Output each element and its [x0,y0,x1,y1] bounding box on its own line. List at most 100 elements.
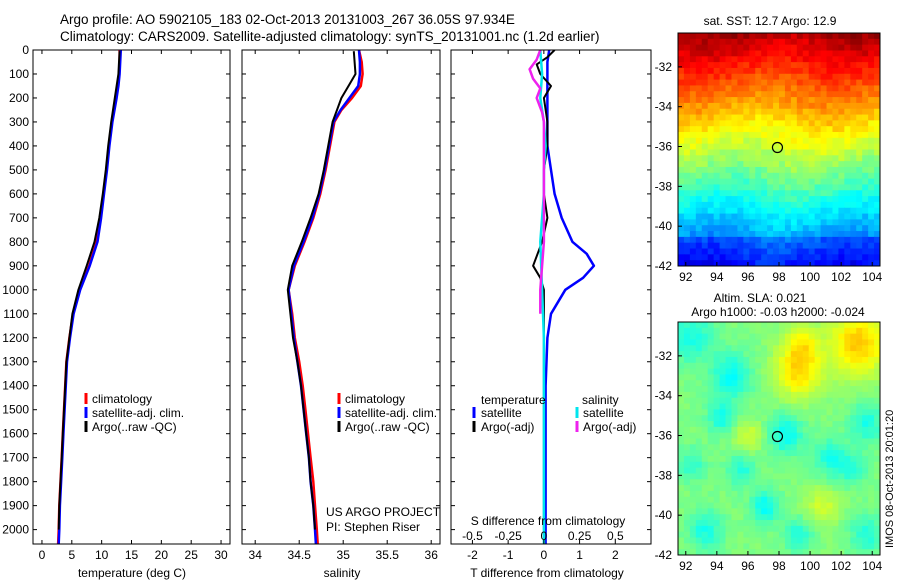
heatmap-cell [707,374,715,381]
heatmap-cell [678,149,685,156]
heatmap-cell [701,225,709,232]
heatmap-cell [784,67,792,75]
heatmap-cell [683,537,691,544]
y-tick-label: -36 [655,140,673,154]
sst-map-panel: sat. SST: 12.7 Argo: 12.9 92 94 96 98 100 102… [655,14,883,284]
heatmap-cell [767,166,774,174]
heatmap-cell [689,33,697,40]
heatmap-cell [719,409,727,416]
heatmap-cell [683,351,691,358]
heatmap-cell [755,444,762,451]
heatmap-cell [749,409,756,416]
heatmap-cell [850,549,857,555]
heatmap-cell [731,339,739,346]
heatmap-cell [695,248,703,255]
heatmap-cell [814,172,822,180]
heatmap-cell [838,201,845,209]
heatmap-cell [862,201,869,209]
heatmap-cell [749,225,756,232]
heatmap-cell [856,543,863,550]
heatmap-cell [868,508,875,515]
heatmap-cell [743,444,750,451]
heatmap-cell [725,91,733,98]
heatmap-cell [868,450,875,457]
heatmap-cell [838,473,845,480]
heatmap-cell [773,172,780,180]
heatmap-cell [802,102,810,110]
heatmap-cell [862,537,869,544]
heatmap-cell [689,91,697,98]
heatmap-cell [737,444,744,451]
heatmap-cell [719,467,727,475]
heatmap-cell [743,415,750,422]
heatmap-cell [725,85,733,92]
s-diff-tick-label: 0.5 [607,529,624,543]
heatmap-cell [856,207,863,215]
heatmap-cell [790,490,798,498]
heatmap-cell [707,525,715,533]
heatmap-cell [695,432,703,440]
heatmap-cell [796,236,804,244]
heatmap-cell [856,91,863,98]
heatmap-cell [808,201,816,209]
heatmap-cell [874,409,880,416]
heatmap-cell [713,386,721,393]
heatmap-cell [713,50,721,57]
heatmap-cell [731,368,739,376]
heatmap-cell [707,421,715,428]
heatmap-cell [784,50,792,57]
heatmap-cell [808,254,816,261]
heatmap-cell [868,525,875,533]
heatmap-cell [737,213,744,220]
heatmap-cell [838,409,845,416]
heatmap-cell [755,155,762,162]
heatmap-cell [707,190,715,197]
heatmap-cell [814,91,822,98]
heatmap-cell [707,380,715,387]
heatmap-cell [850,166,857,174]
heatmap-cell [701,108,709,116]
heatmap-cell [767,409,774,416]
heatmap-cell [820,333,828,341]
heatmap-cell [678,85,685,92]
heatmap-cell [719,132,727,139]
heatmap-cell [749,79,756,87]
heatmap-cell [701,450,709,457]
heatmap-cell [808,327,816,335]
heatmap-cell [701,242,709,250]
heatmap-cell [779,543,786,550]
heatmap-cell [779,409,786,416]
heatmap-cell [701,473,709,480]
heatmap-cell [743,201,750,209]
heatmap-cell [731,213,739,220]
heatmap-cell [683,236,691,244]
heatmap-cell [719,432,727,440]
heatmap-cell [826,531,834,539]
heatmap-cell [737,549,744,555]
heatmap-cell [874,225,880,232]
heatmap-cell [731,543,739,550]
heatmap-cell [874,38,880,46]
heatmap-cell [678,490,685,498]
heatmap-cell [695,108,703,116]
heatmap-cell [755,97,762,104]
heatmap-cell [713,374,721,381]
heatmap-cell [737,391,744,399]
heatmap-cell [808,514,816,521]
heatmap-cell [832,50,840,57]
heatmap-cell [856,149,863,156]
heatmap-cell [790,161,798,168]
heatmap-cell [838,403,845,410]
heatmap-cell [678,260,685,266]
heatmap-cell [790,207,798,215]
heatmap-cell [874,155,880,162]
heatmap-cell [808,149,816,156]
heatmap-cell [779,161,786,168]
heatmap-cell [737,537,744,544]
heatmap-cell [761,236,768,244]
heatmap-cell [856,473,863,480]
heatmap-cell [790,137,798,145]
heatmap-cell [868,380,875,387]
heatmap-cell [862,108,869,116]
heatmap-cell [725,490,733,498]
